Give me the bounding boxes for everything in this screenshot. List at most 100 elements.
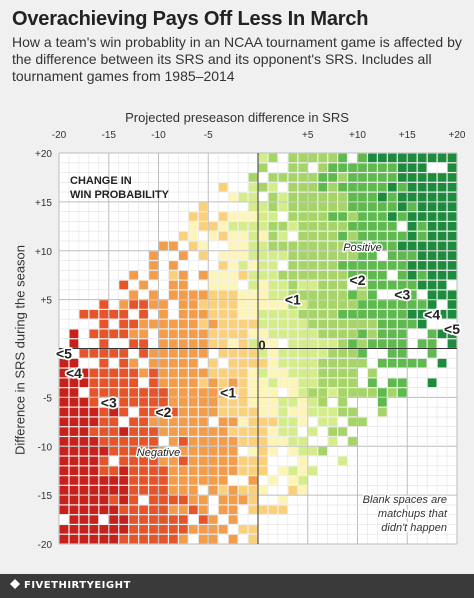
- heatmap-cell: [139, 456, 148, 466]
- legend-title: CHANGE IN: [70, 175, 132, 187]
- heatmap-cell: [198, 525, 208, 534]
- heatmap-cell: [248, 485, 258, 495]
- heatmap-cell: [348, 388, 357, 397]
- fivethirtyeight-icon: [10, 579, 20, 589]
- blank-note: didn't happen: [381, 522, 447, 534]
- heatmap-cell: [188, 319, 198, 329]
- heatmap-cell: [109, 466, 119, 475]
- heatmap-cell: [288, 310, 298, 319]
- heatmap-cell: [328, 368, 337, 378]
- heatmap-cell: [358, 202, 367, 212]
- heatmap-cell: [288, 397, 298, 407]
- heatmap-cell: [368, 290, 377, 300]
- heatmap-cell: [139, 329, 148, 339]
- heatmap-cell: [188, 466, 198, 475]
- heatmap-cell: [338, 231, 347, 241]
- heatmap-cell: [328, 251, 337, 260]
- heatmap-cell: [228, 495, 238, 505]
- heatmap-cell: [397, 358, 407, 368]
- heatmap-cell: [288, 173, 298, 182]
- heatmap-cell: [318, 417, 328, 427]
- heatmap-cell: [278, 437, 288, 446]
- heatmap-cell: [188, 231, 198, 241]
- heatmap-cell: [278, 407, 288, 417]
- heatmap-cell: [198, 202, 208, 212]
- heatmap-cell: [79, 437, 89, 446]
- heatmap-cell: [328, 241, 337, 251]
- heatmap-cell: [378, 173, 387, 182]
- heatmap-cell: [228, 310, 238, 319]
- heatmap-cell: [298, 192, 308, 202]
- heatmap-cell: [129, 437, 138, 446]
- heatmap-cell: [218, 349, 228, 358]
- heatmap-cell: [348, 241, 357, 251]
- heatmap-cell: [129, 290, 138, 300]
- heatmap-cell: [228, 427, 238, 436]
- heatmap-cell: [179, 407, 188, 417]
- heatmap-cell: [169, 329, 178, 339]
- heatmap-cell: [179, 446, 188, 456]
- heatmap-cell: [99, 534, 109, 544]
- heatmap-cell: [378, 407, 387, 417]
- heatmap-cell: [179, 310, 188, 319]
- heatmap-cell: [238, 378, 248, 387]
- heatmap-cell: [368, 173, 377, 182]
- heatmap-cell: [119, 427, 129, 436]
- heatmap-cell: [248, 476, 258, 485]
- heatmap-cell: [397, 231, 407, 241]
- heatmap-cell: [228, 251, 238, 260]
- heatmap-cell: [129, 485, 138, 495]
- heatmap-cell: [119, 515, 129, 524]
- heatmap-cell: [378, 310, 387, 319]
- heatmap-cell: [258, 280, 268, 290]
- y-tick-label: +5: [41, 296, 53, 307]
- heatmap-cell: [407, 310, 417, 319]
- heatmap-cell: [248, 241, 258, 251]
- heatmap-cell: [397, 212, 407, 221]
- heatmap-cell: [427, 310, 437, 319]
- heatmap-cell: [288, 182, 298, 192]
- heatmap-cell: [218, 446, 228, 456]
- heatmap-cell: [298, 222, 308, 231]
- heatmap-cell: [338, 202, 347, 212]
- heatmap-cell: [268, 222, 278, 231]
- heatmap-cell: [308, 329, 318, 339]
- brand-name: FIVETHIRTYEIGHT: [24, 580, 131, 591]
- heatmap-cell: [338, 192, 347, 202]
- heatmap-cell: [308, 192, 318, 202]
- labels-layer: -20 -15 -10 -5 +5 +10 +15 +20 +20 +15 +10 +5 -5 -10 -1…: [35, 130, 466, 551]
- heatmap-cell: [318, 378, 328, 387]
- heatmap-cell: [447, 173, 457, 182]
- heatmap-cell: [338, 153, 347, 163]
- change-label: <5: [444, 321, 460, 337]
- heatmap-cell: [308, 182, 318, 192]
- y-tick-label: -20: [38, 540, 53, 551]
- heatmap-cell: [238, 495, 248, 505]
- heatmap-cell: [59, 407, 69, 417]
- heatmap-cell: [139, 446, 148, 456]
- heatmap-cell: [89, 525, 99, 534]
- heatmap-cell: [248, 446, 258, 456]
- x-tick-label: -5: [204, 130, 213, 141]
- heatmap-cell: [129, 476, 138, 485]
- heatmap-cell: [238, 427, 248, 436]
- heatmap-cell: [149, 495, 158, 505]
- heatmap-cell: [258, 466, 268, 475]
- heatmap-cell: [268, 368, 278, 378]
- heatmap-cell: [208, 466, 218, 475]
- heatmap-cell: [139, 407, 148, 417]
- brand-logo[interactable]: FIVETHIRTYEIGHT: [10, 579, 131, 591]
- heatmap-cell: [397, 163, 407, 172]
- heatmap-cell: [248, 192, 258, 202]
- heatmap-cell: [298, 329, 308, 339]
- heatmap-cell: [169, 476, 178, 485]
- heatmap-cell: [228, 388, 238, 397]
- heatmap-cell: [198, 417, 208, 427]
- heatmap-cell: [238, 270, 248, 280]
- heatmap-cell: [348, 368, 357, 378]
- heatmap-cell: [119, 525, 129, 534]
- heatmap-cell: [208, 388, 218, 397]
- heatmap-cell: [238, 417, 248, 427]
- heatmap-cell: [59, 456, 69, 466]
- heatmap-cell: [59, 368, 69, 378]
